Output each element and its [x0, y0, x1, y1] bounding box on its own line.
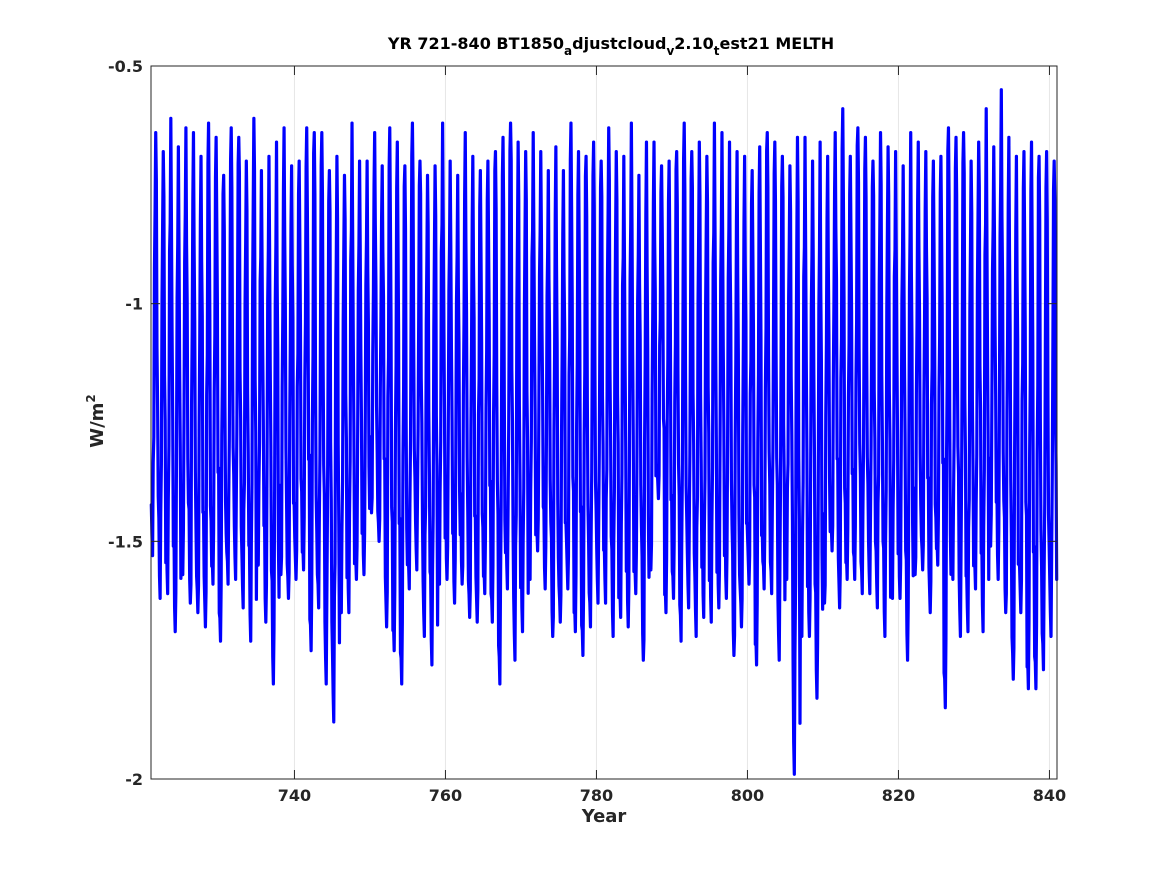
chart-title-part: a — [564, 44, 572, 58]
y-axis-label-base: W/m — [87, 403, 108, 448]
x-tick-label: 800 — [731, 786, 764, 805]
x-tick-label: 840 — [1033, 786, 1066, 805]
chart-title-part: YR 721-840 BT1850 — [387, 34, 564, 53]
y-axis-label: W/m2 — [84, 394, 108, 448]
y-tick-label: -0.5 — [108, 57, 143, 76]
chart-title-part: t — [714, 44, 720, 58]
plot-frame — [150, 65, 1058, 780]
y-axis-label-sup: 2 — [84, 394, 98, 402]
chart-title-part: est21 MELTH — [720, 34, 835, 53]
chart-title-part: 2.10 — [674, 34, 713, 53]
x-tick-label: 780 — [580, 786, 613, 805]
y-tick-label: -2 — [125, 770, 143, 789]
x-tick-label: 820 — [882, 786, 915, 805]
x-tick-label: 740 — [278, 786, 311, 805]
chart-title: YR 721-840 BT1850adjustcloudv2.10test21 … — [387, 34, 834, 58]
chart-title-part: v — [666, 44, 674, 58]
y-tick-label: -1.5 — [108, 532, 143, 551]
y-tick-label: -1 — [125, 295, 143, 314]
x-axis: 740 760 780 800 820 840 — [278, 66, 1066, 805]
chart-title-part: djustcloud — [572, 34, 666, 53]
series-line — [149, 88, 1059, 776]
y-axis: -2 -1.5 -1 -0.5 — [108, 57, 1057, 789]
series-layer — [149, 88, 1059, 776]
x-axis-label: Year — [581, 806, 627, 827]
x-tick-label: 760 — [429, 786, 462, 805]
